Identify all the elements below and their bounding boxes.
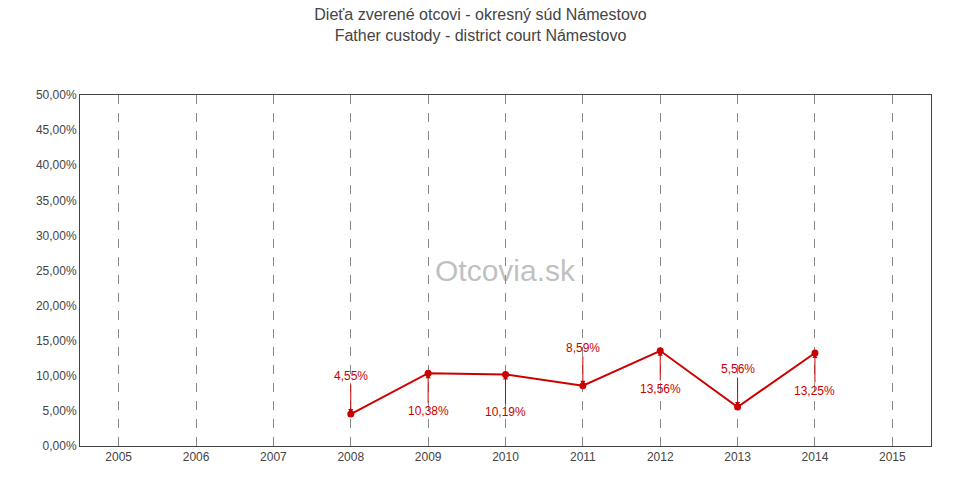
svg-text:2014: 2014 — [802, 450, 829, 464]
svg-text:2010: 2010 — [492, 450, 519, 464]
svg-text:45,00%: 45,00% — [36, 123, 77, 137]
svg-text:2005: 2005 — [105, 450, 132, 464]
svg-text:2007: 2007 — [260, 450, 287, 464]
svg-text:2006: 2006 — [183, 450, 210, 464]
svg-text:2011: 2011 — [570, 450, 596, 464]
svg-text:0,00%: 0,00% — [43, 439, 77, 453]
svg-text:30,00%: 30,00% — [36, 229, 77, 243]
svg-text:13,56%: 13,56% — [640, 382, 681, 396]
svg-text:2015: 2015 — [879, 450, 906, 464]
svg-text:50,00%: 50,00% — [36, 88, 77, 102]
svg-text:Otcovia.sk: Otcovia.sk — [435, 254, 576, 287]
svg-text:20,00%: 20,00% — [36, 299, 77, 313]
svg-text:8,59%: 8,59% — [566, 341, 600, 355]
svg-text:13,25%: 13,25% — [794, 384, 835, 398]
svg-text:2012: 2012 — [647, 450, 674, 464]
svg-text:35,00%: 35,00% — [36, 194, 77, 208]
svg-text:10,00%: 10,00% — [36, 369, 77, 383]
svg-text:10,38%: 10,38% — [408, 404, 449, 418]
svg-text:Dieťa zverené otcovi - okresný: Dieťa zverené otcovi - okresný súd Námes… — [314, 6, 646, 44]
svg-text:5,00%: 5,00% — [43, 404, 77, 418]
svg-text:4,55%: 4,55% — [334, 369, 368, 383]
svg-text:5,56%: 5,56% — [721, 362, 755, 376]
svg-text:25,00%: 25,00% — [36, 264, 77, 278]
svg-text:2009: 2009 — [415, 450, 442, 464]
svg-text:40,00%: 40,00% — [36, 158, 77, 172]
svg-text:2013: 2013 — [724, 450, 751, 464]
svg-text:10,19%: 10,19% — [485, 405, 526, 419]
svg-text:15,00%: 15,00% — [36, 334, 77, 348]
svg-text:2008: 2008 — [337, 450, 364, 464]
